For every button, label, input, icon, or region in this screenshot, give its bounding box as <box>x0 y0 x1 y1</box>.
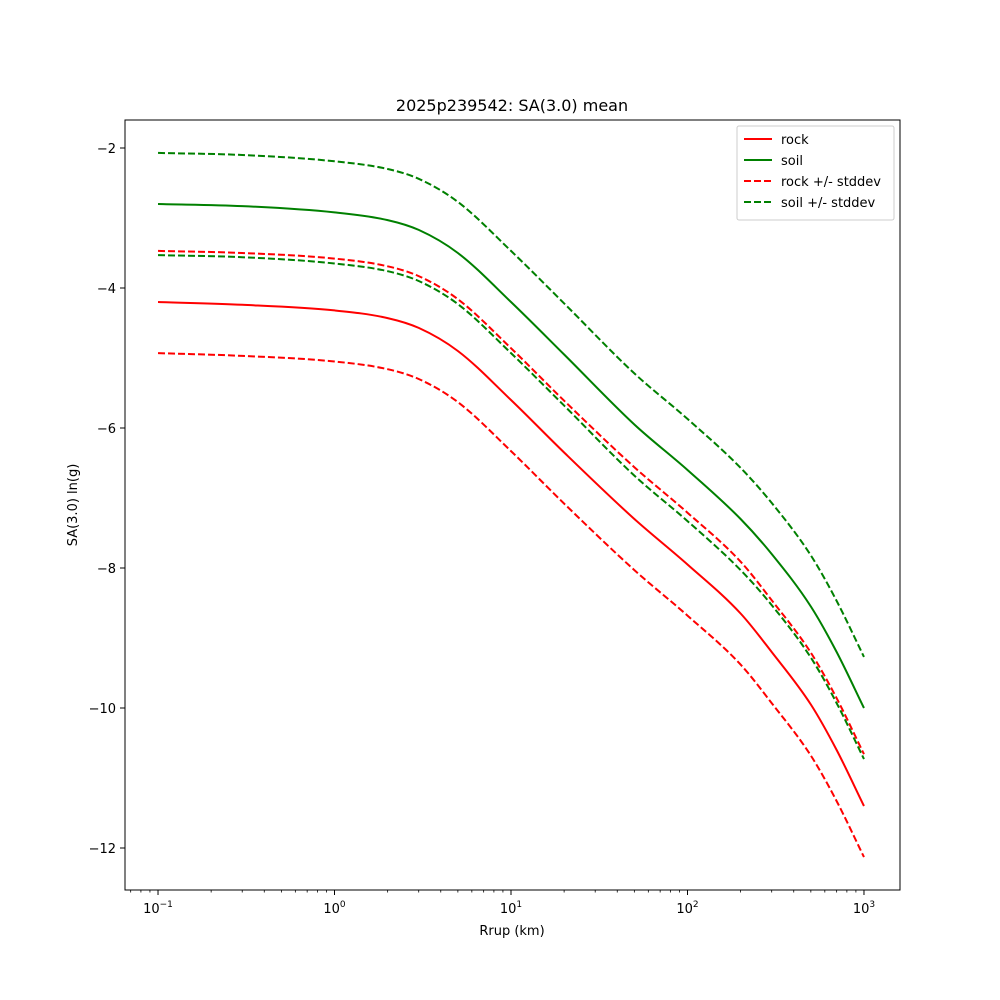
x-tick-label: 103 <box>853 900 875 917</box>
x-tick-label: 100 <box>323 900 346 917</box>
chart-title: 2025p239542: SA(3.0) mean <box>396 96 628 115</box>
y-tick-label: −4 <box>97 282 116 297</box>
legend: rock soil rock +/- stddev soil +/- stddev <box>736 125 895 221</box>
legend-label: soil +/- stddev <box>781 196 876 211</box>
y-axis-label: SA(3.0) ln(g) <box>66 464 81 547</box>
y-tick-label: −8 <box>97 562 116 577</box>
y-axis: −2 −4 −6 −8 −10 −12 <box>89 142 125 857</box>
y-tick-label: −10 <box>89 702 116 717</box>
legend-label: rock <box>781 133 809 148</box>
series-line-5 <box>157 254 865 760</box>
plot-frame <box>124 119 901 891</box>
y-tick-label: −6 <box>97 422 116 437</box>
x-axis-label: Rrup (km) <box>479 924 544 939</box>
x-tick-label: 101 <box>500 900 522 917</box>
y-tick-label: −12 <box>89 842 116 857</box>
x-tick-label: 102 <box>676 900 698 917</box>
x-tick-label: 10−1 <box>143 900 173 917</box>
series-line-0 <box>157 301 865 807</box>
legend-label: rock +/- stddev <box>781 175 881 190</box>
x-axis: 10−1 100 101 102 103 <box>130 890 875 917</box>
series-layer <box>157 151 865 858</box>
series-line-1 <box>157 203 865 709</box>
legend-box <box>736 125 895 221</box>
y-tick-label: −2 <box>97 142 116 157</box>
series-line-4 <box>157 151 865 658</box>
legend-label: soil <box>781 154 803 169</box>
series-line-2 <box>157 249 865 755</box>
series-line-3 <box>157 352 865 858</box>
